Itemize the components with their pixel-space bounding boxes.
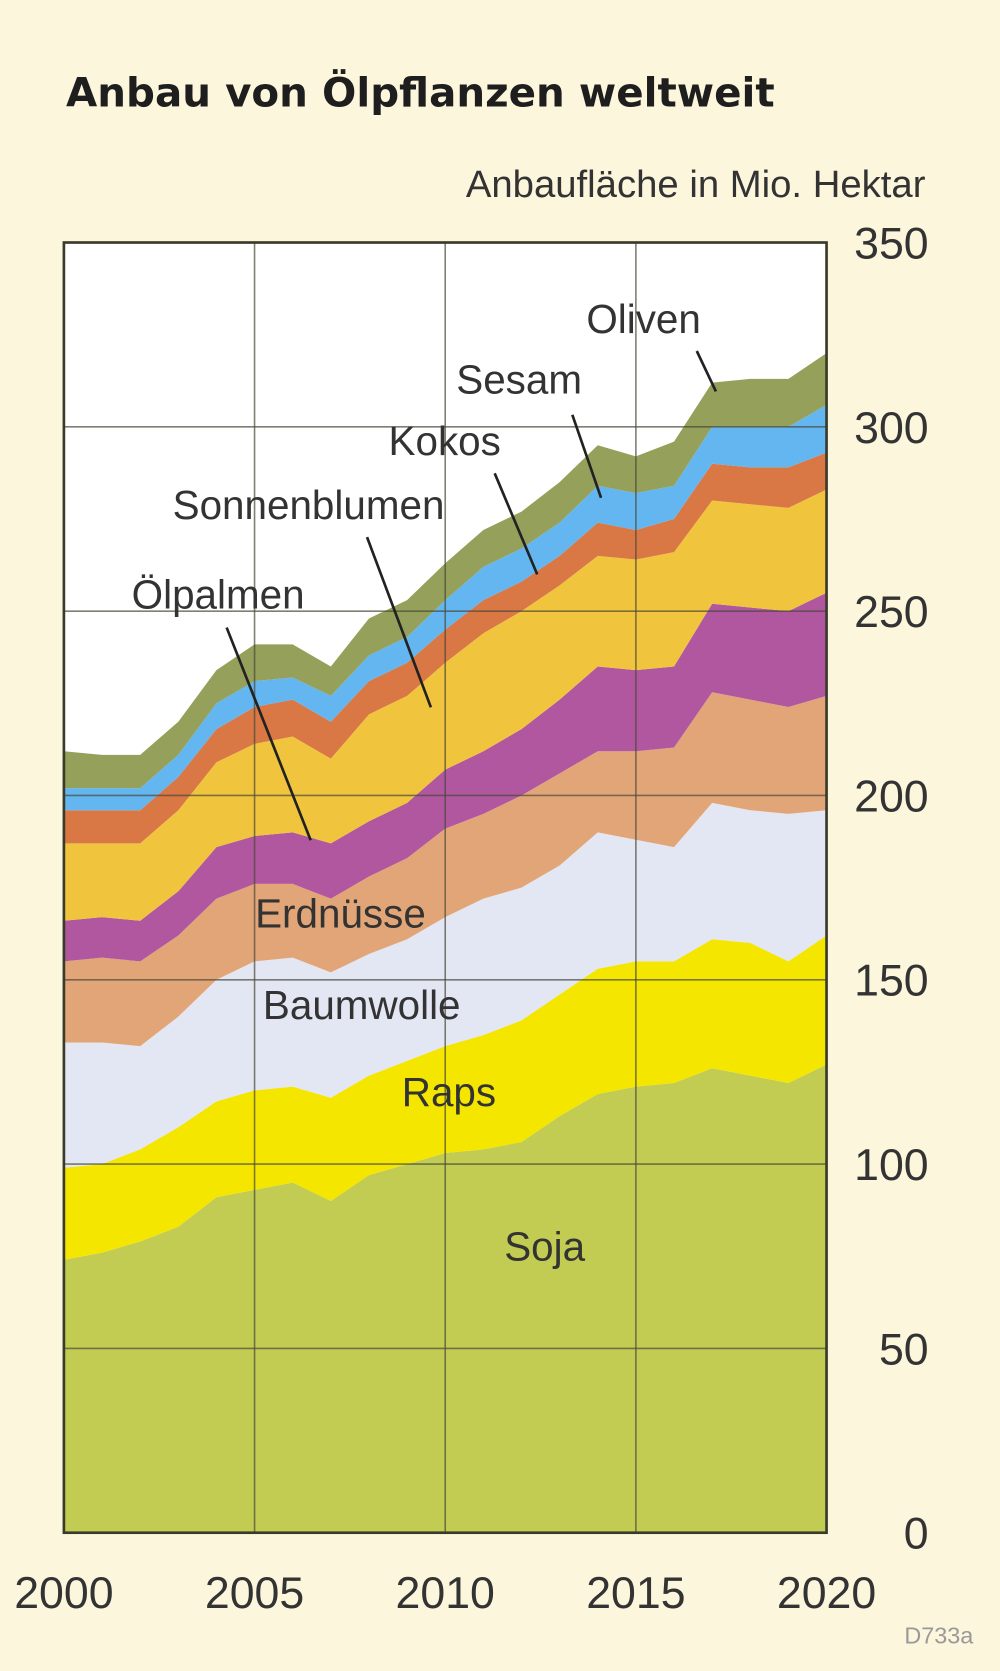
x-tick-label: 2015 — [586, 1569, 685, 1618]
y-tick-label: 200 — [854, 772, 929, 821]
y-tick-label: 300 — [854, 404, 929, 453]
y-tick-label: 350 — [854, 219, 929, 268]
series-label: Sonnenblumen — [173, 482, 445, 528]
y-tick-label: 100 — [854, 1141, 929, 1190]
series-label: Erdnüsse — [255, 891, 426, 937]
leader-line — [695, 350, 718, 392]
y-tick-label: 50 — [879, 1325, 929, 1374]
series-label: Oliven — [586, 296, 701, 342]
x-tick-label: 2010 — [396, 1569, 495, 1618]
series-label: Baumwolle — [263, 982, 461, 1028]
leader-line — [365, 536, 433, 708]
x-tick-label: 2020 — [777, 1569, 876, 1618]
series-label: Ölpalmen — [132, 571, 305, 617]
y-tick-label: 150 — [854, 957, 929, 1006]
x-tick-label: 2000 — [14, 1569, 113, 1618]
series-label: Soja — [504, 1223, 585, 1269]
y-tick-label: 0 — [904, 1510, 929, 1559]
series-label: Kokos — [389, 418, 501, 464]
y-tick-label: 250 — [854, 588, 929, 637]
source-code: D733a — [904, 1622, 974, 1648]
series-label: Raps — [402, 1069, 496, 1115]
plot-frame — [62, 241, 828, 1535]
x-tick-label: 2005 — [205, 1569, 304, 1618]
leader-line — [571, 414, 603, 499]
chart-title: Anbau von Ölpflanzen weltweit — [66, 68, 775, 116]
series-label: Sesam — [456, 357, 582, 403]
y-axis-label: Anbaufläche in Mio. Hektar — [466, 163, 926, 206]
leader-line — [225, 627, 312, 841]
leader-line — [493, 472, 539, 575]
